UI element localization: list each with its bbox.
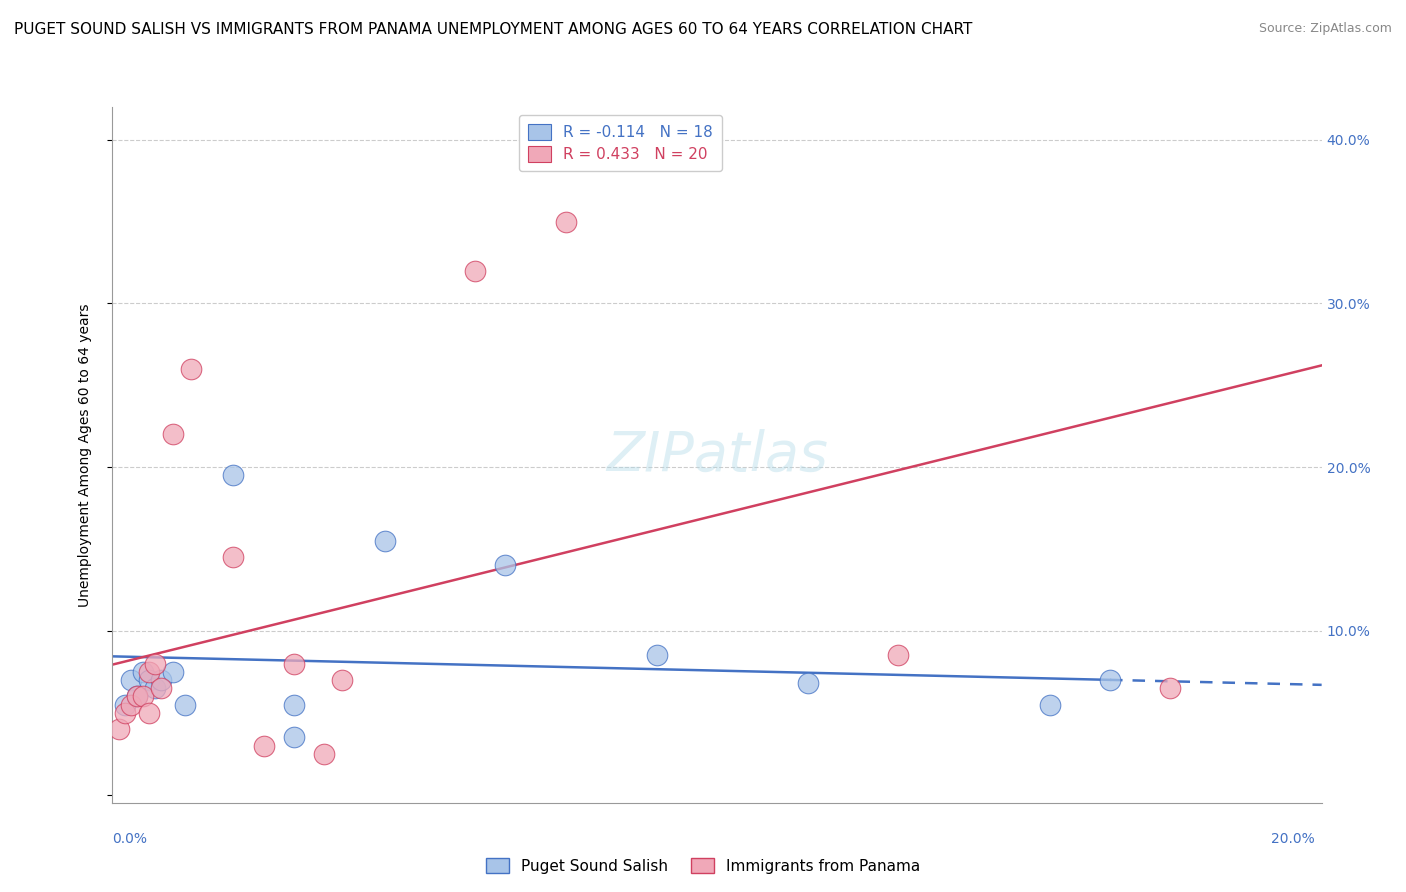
Point xyxy=(132,690,155,704)
Point xyxy=(1159,681,1181,696)
Point xyxy=(114,706,136,720)
Point xyxy=(132,665,155,679)
Point xyxy=(222,468,245,483)
Text: PUGET SOUND SALISH VS IMMIGRANTS FROM PANAMA UNEMPLOYMENT AMONG AGES 60 TO 64 YE: PUGET SOUND SALISH VS IMMIGRANTS FROM PA… xyxy=(14,22,973,37)
Point xyxy=(180,362,202,376)
Point xyxy=(162,665,184,679)
Point xyxy=(464,264,486,278)
Point xyxy=(222,550,245,565)
Legend: Puget Sound Salish, Immigrants from Panama: Puget Sound Salish, Immigrants from Pana… xyxy=(479,852,927,880)
Point xyxy=(283,731,305,745)
Point xyxy=(162,427,184,442)
Point xyxy=(120,673,142,687)
Point xyxy=(330,673,353,687)
Point xyxy=(125,690,148,704)
Y-axis label: Unemployment Among Ages 60 to 64 years: Unemployment Among Ages 60 to 64 years xyxy=(77,303,91,607)
Point xyxy=(149,673,172,687)
Point xyxy=(495,558,517,573)
Point xyxy=(114,698,136,712)
Point xyxy=(283,698,305,712)
Point xyxy=(125,690,148,704)
Point xyxy=(138,673,160,687)
Point xyxy=(174,698,197,712)
Point xyxy=(887,648,910,663)
Point xyxy=(1038,698,1062,712)
Point xyxy=(143,681,166,696)
Point xyxy=(283,657,305,671)
Legend: R = -0.114   N = 18, R = 0.433   N = 20: R = -0.114 N = 18, R = 0.433 N = 20 xyxy=(519,115,721,171)
Point xyxy=(138,665,160,679)
Point xyxy=(1098,673,1121,687)
Point xyxy=(796,676,818,690)
Point xyxy=(120,698,142,712)
Point xyxy=(149,681,172,696)
Point xyxy=(143,657,166,671)
Text: 20.0%: 20.0% xyxy=(1271,832,1315,846)
Point xyxy=(554,214,576,228)
Point xyxy=(314,747,336,761)
Point xyxy=(138,706,160,720)
Point xyxy=(374,533,396,548)
Point xyxy=(107,722,129,736)
Text: Source: ZipAtlas.com: Source: ZipAtlas.com xyxy=(1258,22,1392,36)
Point xyxy=(253,739,276,753)
Text: ZIPatlas: ZIPatlas xyxy=(606,428,828,482)
Point xyxy=(645,648,668,663)
Text: 0.0%: 0.0% xyxy=(112,832,148,846)
